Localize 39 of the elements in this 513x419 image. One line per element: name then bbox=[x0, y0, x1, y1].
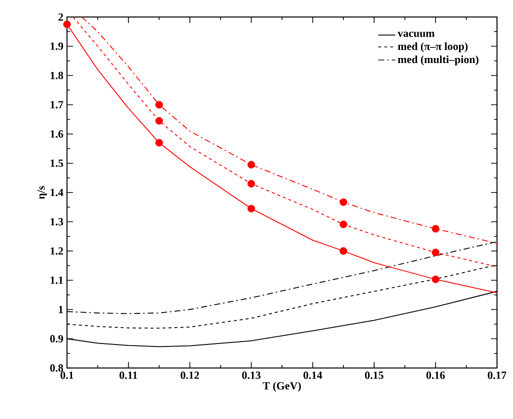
legend-label: med (π–π loop) bbox=[398, 42, 468, 52]
y-tick-label: 1.7 bbox=[50, 101, 64, 108]
legend-label: med (multi–pion) bbox=[398, 55, 478, 66]
y-tick-label: 2 bbox=[58, 13, 63, 21]
x-tick-label: 0.16 bbox=[426, 372, 445, 379]
y-tick-label: 1.9 bbox=[50, 42, 64, 50]
point bbox=[155, 100, 163, 109]
x-tick-label: 0.14 bbox=[304, 372, 322, 379]
y-tick-label: 0.8 bbox=[50, 364, 64, 372]
y-tick-label: 1.3 bbox=[50, 218, 64, 226]
point bbox=[340, 247, 348, 255]
y-tick-label: 0.9 bbox=[50, 335, 64, 342]
x-tick-label: 0.1 bbox=[60, 372, 74, 379]
point bbox=[340, 220, 348, 228]
y-tick-label: 1.8 bbox=[50, 72, 64, 80]
legend-label: vacuum bbox=[398, 32, 435, 38]
point bbox=[248, 180, 256, 188]
point bbox=[340, 198, 348, 206]
x-tick-label: 0.17 bbox=[488, 372, 506, 379]
y-tick-label: 1.5 bbox=[50, 160, 64, 167]
x-tick-label: 0.13 bbox=[242, 372, 261, 379]
x-tick-label: 0.15 bbox=[364, 372, 384, 379]
point bbox=[248, 160, 256, 168]
y-axis-title: η/s bbox=[37, 186, 47, 200]
point bbox=[432, 248, 440, 256]
y-tick-label: 1.4 bbox=[50, 188, 64, 196]
point bbox=[248, 204, 256, 212]
point bbox=[432, 276, 440, 284]
point bbox=[63, 20, 71, 28]
point bbox=[155, 117, 163, 125]
y-tick-label: 1.2 bbox=[50, 247, 63, 255]
x-tick-label: 0.12 bbox=[180, 372, 199, 379]
y-tick-label: 1.1 bbox=[50, 276, 63, 284]
y-tick-label: 1 bbox=[58, 306, 63, 314]
y-tick-label: 1.6 bbox=[50, 130, 64, 138]
point bbox=[432, 224, 440, 233]
point bbox=[155, 138, 163, 147]
x-tick-label: 0.11 bbox=[120, 372, 138, 379]
x-axis-title: T (GeV) bbox=[262, 382, 301, 392]
